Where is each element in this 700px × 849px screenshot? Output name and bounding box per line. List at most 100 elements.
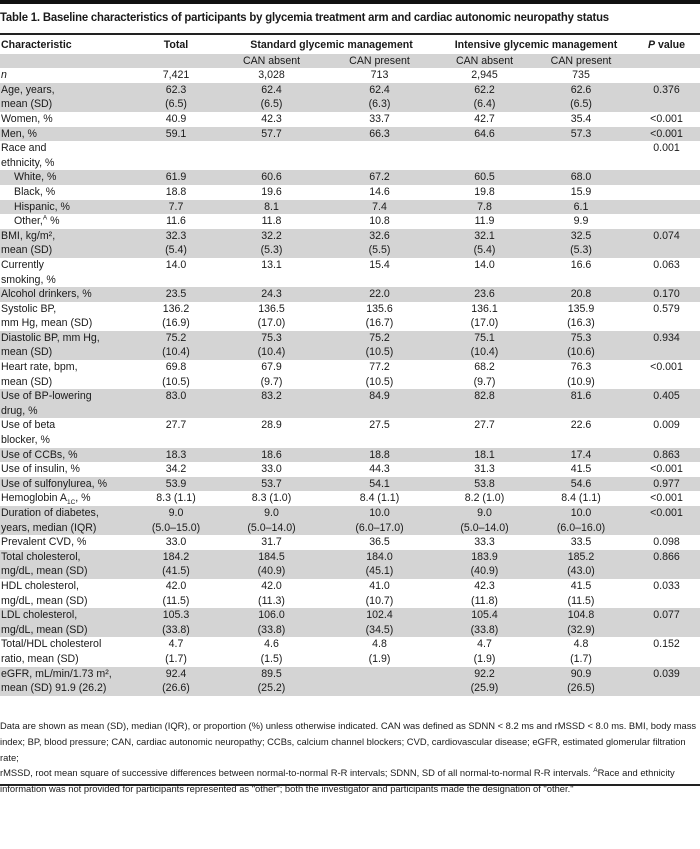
table-row: Currently smoking, % 14.0 13.1 15.4 14.0 16.6 0… [0,258,700,287]
cell-p-value: 0.405 [632,389,700,419]
header-standard: Standard glycemic management [250,39,413,51]
cell-std-present [319,141,439,170]
cell-total: 184.2 (41.5) [128,549,223,579]
header-row: Characteristic Total Standard glycemic m… [0,37,700,54]
cell-std-absent: 83.2 [223,389,319,419]
cell-total: 59.1 [128,126,223,142]
cell-int-absent: 9.0 (5.0–14.0) [439,506,529,536]
footnote-line: Data are shown as mean (SD), median (IQR… [0,720,697,731]
cell-int-present: 104.8 (32.9) [529,608,632,638]
cell-std-absent: 11.8 [261,215,282,228]
cell-std-present: 62.4 (6.3) [319,82,439,112]
row-label: n [1,69,7,82]
cell-total: 11.6 [166,215,186,228]
cell-p-value: <0.001 [650,463,683,476]
cell-std-absent: 136.5 (17.0) [257,302,286,330]
table-row: Race and ethnicity, % 0.001 [0,141,700,170]
title-rule [0,33,700,35]
cell-p-value [632,170,700,185]
cell-int-present: 9.9 [573,215,589,228]
cell-std-present: 135.6 (16.7) [365,302,394,330]
cell-std-present: 14.6 [369,185,390,198]
row-label: White, % [0,170,128,185]
cell-std-present: 22.0 [319,287,439,302]
cell-int-present: 68.0 [529,170,632,185]
table-title: Table 1. Baseline characteristics of par… [0,10,609,24]
cell-std-present [319,666,439,696]
cell-int-absent: 11.9 [474,215,495,228]
cell-p-value: 0.077 [632,608,700,638]
row-label: Duration of diabetes, years, median (IQR) [0,506,128,536]
cell-p-value: <0.001 [632,126,700,142]
header-intensive: Intensive glycemic management [454,39,618,51]
cell-int-present: 15.9 [570,185,592,198]
bottom-rule [0,784,700,786]
cell-int-absent: 18.1 [439,447,529,463]
cell-p-value: 0.866 [632,549,700,579]
row-label: Race and ethnicity, % [1,142,55,169]
cell-total: 33.0 [165,536,187,549]
table-row: eGFR, mL/min/1.73 m², mean (SD) 91.9 (26.… [0,666,700,696]
cell-int-absent: 2,945 [471,69,498,82]
cell-std-present: 77.2 (10.5) [365,361,394,388]
header-characteristic: Characteristic [1,39,72,51]
cell-total [128,141,223,170]
subheader-std-present: CAN present [319,53,439,69]
cell-p-value: <0.001 [632,506,700,536]
footnote-line: index; BP, blood pressure; CAN, cardiac … [0,735,686,763]
cell-int-absent: 4.7 (1.9) [473,638,496,665]
cell-int-absent: 53.8 [439,476,529,492]
cell-p-value [632,68,700,83]
table-row: Hemoglobin A1C, % 8.3 (1.1) 8.3 (1.0) 8.4 (… [0,491,700,506]
cell-total: 62.3 (6.5) [128,82,223,112]
cell-total: 53.9 [128,476,223,492]
table-row: Women, % 40.9 42.3 33.7 42.7 35.4 <0.001 [0,112,700,127]
cell-std-present: 27.5 [369,419,390,432]
table-row: Systolic BP, mm Hg, mean (SD) 136.2 (16.9) 1… [0,302,700,331]
row-label: Total/HDL cholesterol ratio, mean (SD) [1,638,102,665]
subheader-std-absent: CAN absent [223,53,319,69]
row-label: Use of insulin, % [1,463,80,476]
cell-total: 18.8 [165,185,187,198]
table-row: Heart rate, bpm, mean (SD) 69.8 (10.5) 67.9(… [0,360,700,389]
row-label: Use of CCBs, % [0,447,128,463]
cell-int-absent [439,141,529,170]
cell-std-absent: 18.6 [223,447,319,463]
row-label: eGFR, mL/min/1.73 m², mean (SD) 91.9 (26.… [0,666,128,696]
cell-std-absent: 33.0 [261,463,282,476]
cell-total: 69.8 (10.5) [162,361,190,388]
row-label: Use of sulfonylurea, % [0,476,128,492]
cell-total: 7.7 [128,199,223,215]
table-row: Black, % 18.8 19.6 14.6 19.8 15.9 [0,185,700,200]
cell-std-present: 33.7 [369,112,390,125]
cell-p-value: 0.977 [632,476,700,492]
table-body: n 7,421 3,028 713 2,945 735 Age, years, mean (S… [0,68,700,696]
cell-int-present: 185.2 (43.0) [529,549,632,579]
row-label: Other,A % [14,214,60,228]
cell-int-absent: 23.6 [439,287,529,302]
cell-int-present: 41.5 [570,463,592,476]
row-label: Age, years, mean (SD) [0,82,128,112]
cell-std-present: 36.5 [369,536,390,549]
cell-int-present: 16.6 [570,258,592,271]
row-label: Women, % [1,112,53,125]
cell-int-present: 62.6 (6.5) [529,82,632,112]
row-label: Hispanic, % [0,199,128,215]
row-label: Diastolic BP, mm Hg, mean (SD) [0,330,128,361]
cell-p-value [632,214,700,229]
row-label: Black, % [14,185,56,198]
cell-int-present: 735 [572,69,590,82]
cell-total: 27.7 [165,419,187,432]
cell-std-present: 75.2 (10.5) [319,330,439,361]
cell-int-present: 76.3 (10.9) [567,361,595,388]
cell-std-present: 8.4 (1.1) [359,492,400,505]
table-row: Other,A % 11.6 11.8 10.8 11.9 9.9 [0,214,700,229]
cell-int-absent: 92.2 (25.9) [439,666,529,696]
cell-std-absent: 106.0 (33.8) [223,608,319,638]
row-label: BMI, kg/m², mean (SD) [0,228,128,258]
cell-p-value: 0.009 [653,419,680,432]
top-border [0,0,700,4]
cell-p-value: <0.001 [650,492,683,505]
cell-p-value: 0.579 [653,302,680,315]
cell-int-absent: 31.3 [474,463,495,476]
